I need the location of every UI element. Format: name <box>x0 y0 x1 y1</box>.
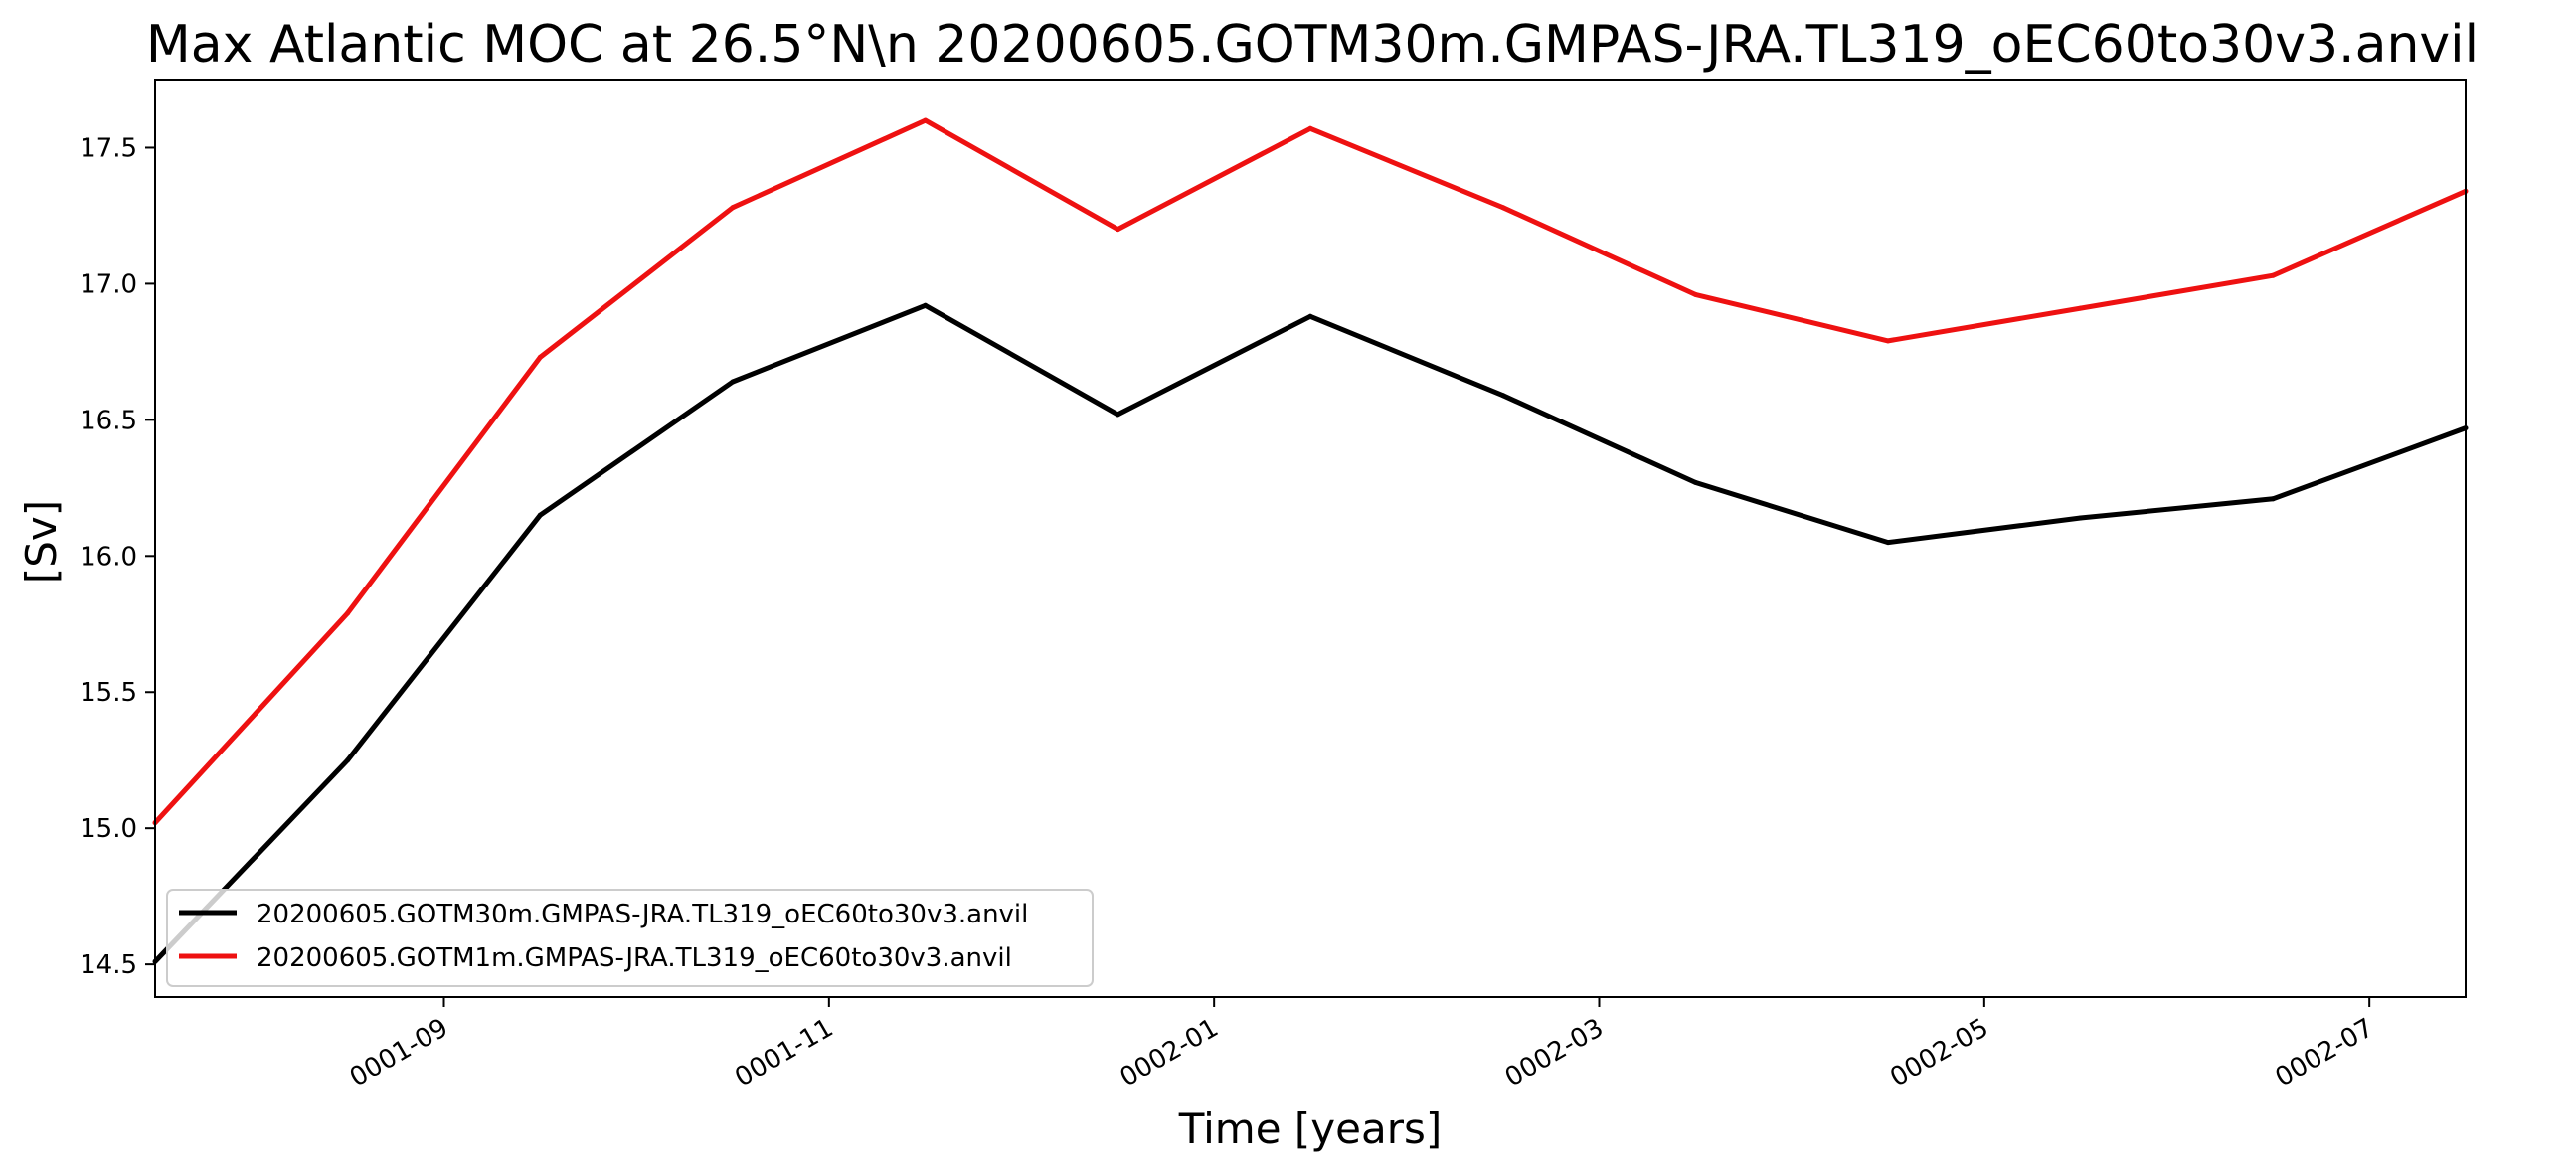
series-1-point <box>730 205 736 211</box>
series-0-point <box>1692 479 1698 485</box>
y-axis: 14.5 15.0 15.5 16.0 16.5 17.0 17.5 <box>80 133 155 980</box>
series-1-point <box>2078 305 2084 311</box>
y-tick-label: 17.5 <box>80 133 137 163</box>
y-tick-label: 16.0 <box>80 542 137 572</box>
y-tick-label: 15.0 <box>80 814 137 844</box>
x-axis-label: Time [years] <box>1178 1104 1443 1153</box>
y-tick-label: 16.5 <box>80 406 137 435</box>
series-1-point <box>537 354 543 360</box>
x-tick-label: 0001-09 <box>345 1013 453 1092</box>
x-tick-label: 0002-07 <box>2271 1013 2379 1092</box>
legend: 20200605.GOTM30m.GMPAS-JRA.TL319_oEC60to… <box>166 889 1094 987</box>
legend-label-gotm30m: 20200605.GOTM30m.GMPAS-JRA.TL319_oEC60to… <box>257 900 1028 929</box>
x-tick-label: 0001-11 <box>730 1013 838 1092</box>
series-1-point <box>1307 125 1313 131</box>
series-0-point <box>923 302 929 308</box>
legend-label-gotm1m: 20200605.GOTM1m.GMPAS-JRA.TL319_oEC60to3… <box>257 943 1012 973</box>
x-tick-label: 0002-05 <box>1885 1013 1993 1092</box>
legend-box <box>166 889 1094 987</box>
x-tick-label: 0002-03 <box>1500 1013 1609 1092</box>
series-0-point <box>2078 515 2084 521</box>
series-0-point <box>1115 412 1120 418</box>
series-1-point <box>1115 227 1120 233</box>
y-tick-label: 14.5 <box>80 950 137 980</box>
plot-frame <box>154 79 2467 998</box>
x-tick-label: 0002-01 <box>1116 1013 1224 1092</box>
y-tick-label: 15.5 <box>80 678 137 708</box>
series-line-1 <box>153 117 2468 825</box>
series-0-point <box>730 379 736 385</box>
y-tick-label: 17.0 <box>80 269 137 299</box>
series-0-point <box>1885 540 1891 546</box>
series-1-point <box>2270 272 2276 278</box>
x-axis: 0001-09 0001-11 0002-01 0002-03 0002-05 0002-… <box>345 997 2379 1092</box>
series-0-point <box>537 512 543 518</box>
series-0-point <box>1307 313 1313 319</box>
series-0-point <box>1500 393 1506 399</box>
series-1-point <box>1500 205 1506 211</box>
series-0-point <box>2270 496 2276 502</box>
series-1-point <box>923 117 929 123</box>
series-line-0 <box>153 302 2467 964</box>
series-0-point <box>345 757 351 763</box>
y-axis-label: [Sv] <box>17 500 66 584</box>
series-1-point <box>1692 291 1698 297</box>
series-1-point <box>1885 338 1891 344</box>
series-1-point <box>345 610 351 616</box>
chart-title: Max Atlantic MOC at 26.5°N\n 20200605.GO… <box>146 15 2479 75</box>
plot-lines <box>152 117 2469 964</box>
